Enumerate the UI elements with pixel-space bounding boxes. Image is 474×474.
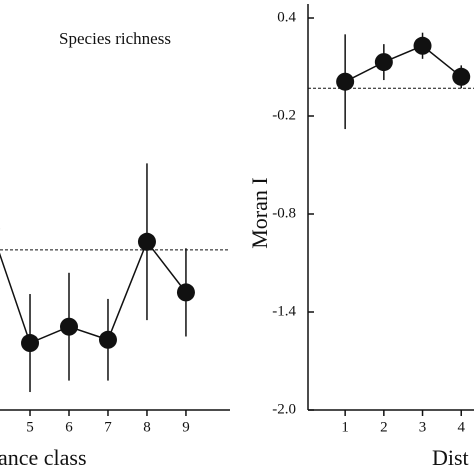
point: [98, 330, 117, 349]
y-tick-label: 0.4: [277, 9, 296, 25]
y-tick-label: -0.8: [272, 205, 296, 221]
x-tick-label: 6: [65, 419, 73, 435]
point: [413, 36, 432, 55]
point: [336, 72, 355, 91]
x-tick-label: 7: [104, 419, 112, 435]
x-tick-label: 3: [419, 419, 427, 435]
point: [60, 317, 78, 336]
x-tick-label: 4: [457, 419, 465, 435]
y-tick-label: -2.0: [272, 401, 296, 417]
y-axis-label: Moran I: [247, 177, 272, 248]
y-tick-label: -1.4: [272, 303, 296, 319]
x-axis-label: Dist: [432, 445, 469, 470]
point: [176, 283, 195, 302]
x-tick-label: 2: [380, 419, 388, 435]
x-tick-label: 5: [26, 419, 34, 435]
point: [452, 67, 471, 86]
plot-area: [0, 163, 230, 393]
point: [137, 232, 156, 251]
series-line: [344, 44, 462, 83]
plot-area: [308, 32, 474, 130]
chart-title: Species richness: [59, 29, 171, 48]
point: [21, 334, 40, 353]
x-tick-label: 1: [341, 419, 349, 435]
x-tick-label: 9: [182, 419, 190, 435]
point: [374, 53, 393, 72]
series-line: [0, 240, 187, 345]
y-tick-label: -0.2: [272, 107, 296, 123]
x-axis-label: ance class: [0, 445, 87, 470]
x-tick-label: 8: [143, 419, 151, 435]
